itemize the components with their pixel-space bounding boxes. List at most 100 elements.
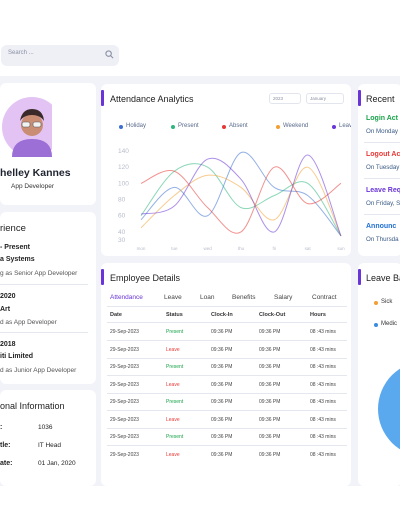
row-clock-in: 09:36 PM bbox=[211, 364, 233, 370]
table-row: 29-Sep-2023 Leave 09:36 PM 09:36 PM 08 :43 m… bbox=[101, 417, 351, 434]
pie-slice bbox=[378, 368, 400, 450]
row-hours: 08 :43 mins bbox=[310, 364, 336, 370]
recent-divider bbox=[364, 178, 400, 179]
row-divider bbox=[107, 392, 347, 394]
row-clock-in: 09:36 PM bbox=[211, 346, 233, 353]
row-divider bbox=[107, 445, 347, 446]
row-clock-out: 09:36 PM bbox=[259, 451, 281, 458]
column-header-clock-out: Clock-Out bbox=[259, 312, 286, 318]
search-box[interactable]: Search ... bbox=[1, 45, 119, 66]
month-select[interactable]: January bbox=[306, 93, 344, 104]
legend-dot bbox=[222, 125, 226, 129]
column-header-hours: Hours bbox=[310, 312, 326, 318]
x-tick-label: thu bbox=[238, 246, 245, 251]
personal-label-2: tle: bbox=[0, 442, 11, 449]
tab-loan[interactable]: Loan bbox=[200, 294, 215, 301]
table-row: 29-Sep-2023 Leave 09:36 PM 09:36 PM 08 :43 m… bbox=[101, 452, 351, 469]
year-select[interactable]: 2023 bbox=[269, 93, 301, 104]
x-tick-label: wed bbox=[204, 246, 213, 251]
profile-role: App Developer bbox=[11, 183, 54, 190]
tab-leave[interactable]: Leave bbox=[164, 294, 182, 301]
recent-item-title[interactable]: Logout Ac bbox=[366, 151, 400, 158]
row-clock-out: 09:36 PM bbox=[259, 364, 281, 370]
row-clock-out: 09:36 PM bbox=[259, 399, 281, 405]
recent-item-title[interactable]: Login Act bbox=[366, 115, 399, 122]
search-icon[interactable] bbox=[105, 50, 114, 59]
legend-label-present: Present bbox=[178, 123, 199, 129]
series-line-absent bbox=[140, 166, 342, 234]
leave-legend-label: Medic bbox=[381, 321, 398, 327]
x-tick-label: sun bbox=[337, 246, 345, 251]
row-clock-out: 09:36 PM bbox=[259, 329, 281, 335]
row-date: 29-Sep-2023 bbox=[110, 399, 139, 405]
tab-attendance[interactable]: Attendance bbox=[110, 294, 143, 301]
recent-item-title[interactable]: Announc bbox=[366, 223, 397, 230]
leave-balance-card: Leave Ba Sick Medic bbox=[358, 263, 400, 486]
row-divider bbox=[107, 375, 347, 376]
personal-info-card: onal Information : 1036 tle: IT Head ate… bbox=[0, 390, 96, 486]
leave-legend-dot bbox=[374, 301, 378, 305]
experience-role-1: g as Senior App Developer bbox=[0, 270, 78, 277]
recent-item-title[interactable]: Leave Req bbox=[366, 187, 400, 194]
tab-contract[interactable]: Contract bbox=[312, 294, 337, 301]
experience-company-2: Art bbox=[0, 306, 11, 313]
leave-legend-dot bbox=[374, 323, 378, 327]
title-accent bbox=[358, 269, 361, 285]
experience-company-3: iti Limited bbox=[0, 353, 34, 360]
leave-pie-chart bbox=[378, 368, 400, 450]
leave-balance-title: Leave Ba bbox=[366, 273, 400, 283]
experience-period-1: - Present bbox=[0, 244, 30, 251]
row-status: Leave bbox=[166, 346, 180, 353]
table-row: 29-Sep-2023 Present 09:36 PM 09:36 PM 08 :43… bbox=[101, 364, 351, 381]
experience-role-3: d as Junior App Developer bbox=[0, 367, 77, 374]
row-hours: 08 :43 mins bbox=[310, 416, 336, 423]
recent-item-subtitle: On Friday, S bbox=[366, 200, 400, 207]
tabs-divider bbox=[107, 306, 347, 307]
row-divider bbox=[107, 357, 347, 359]
row-status: Present bbox=[166, 399, 184, 405]
table-row: 29-Sep-2023 Present 09:36 PM 09:36 PM 08 :43… bbox=[101, 434, 351, 451]
legend-label-weekend: Weekend bbox=[283, 123, 309, 129]
row-clock-in: 09:36 PM bbox=[211, 416, 233, 423]
y-tick-label: 100 bbox=[118, 180, 129, 187]
avatar bbox=[2, 97, 52, 157]
y-tick-label: 80 bbox=[118, 197, 126, 204]
column-header-status: Status bbox=[166, 312, 183, 318]
recent-divider bbox=[364, 142, 400, 143]
legend-dot bbox=[171, 125, 175, 129]
y-tick-label: 120 bbox=[118, 164, 129, 171]
experience-role-2: d as App Developer bbox=[0, 319, 57, 326]
row-date: 29-Sep-2023 bbox=[110, 346, 139, 353]
row-date: 29-Sep-2023 bbox=[110, 364, 139, 370]
row-clock-out: 09:36 PM bbox=[259, 416, 281, 423]
column-header-clock-in: Clock-In bbox=[211, 312, 233, 318]
tab-salary[interactable]: Salary bbox=[274, 294, 293, 301]
row-divider bbox=[107, 340, 347, 341]
y-tick-label: 30 bbox=[118, 237, 126, 244]
recent-title: Recent bbox=[366, 94, 395, 104]
series-line-present bbox=[140, 163, 342, 237]
series-line-weekend bbox=[140, 166, 342, 237]
row-clock-in: 09:36 PM bbox=[211, 329, 233, 335]
divider bbox=[0, 284, 88, 285]
attendance-title: Attendance Analytics bbox=[110, 94, 194, 104]
experience-title: rience bbox=[0, 223, 26, 234]
personal-info-title: onal Information bbox=[0, 401, 65, 411]
attendance-analytics-card: Attendance Analytics 2023 January Holida… bbox=[101, 84, 351, 256]
divider bbox=[0, 332, 88, 333]
row-status: Present bbox=[166, 329, 184, 335]
series-line-leave bbox=[140, 154, 342, 237]
employee-title: Employee Details bbox=[110, 273, 181, 283]
row-clock-in: 09:36 PM bbox=[211, 434, 233, 440]
recent-divider bbox=[364, 214, 400, 215]
experience-card: rience - Present a Systems g as Senior A… bbox=[0, 212, 96, 384]
title-accent bbox=[101, 269, 104, 285]
tab-benefits[interactable]: Benefits bbox=[232, 294, 256, 301]
row-hours: 08 :43 mins bbox=[310, 399, 336, 405]
employee-details-card: Employee Details Attendance Leave Loan Bene… bbox=[101, 263, 351, 486]
x-tick-label: tue bbox=[171, 246, 178, 251]
x-tick-label: mon bbox=[137, 246, 146, 251]
recent-item-subtitle: On Monday bbox=[366, 128, 398, 135]
search-input[interactable]: Search ... bbox=[8, 50, 34, 56]
